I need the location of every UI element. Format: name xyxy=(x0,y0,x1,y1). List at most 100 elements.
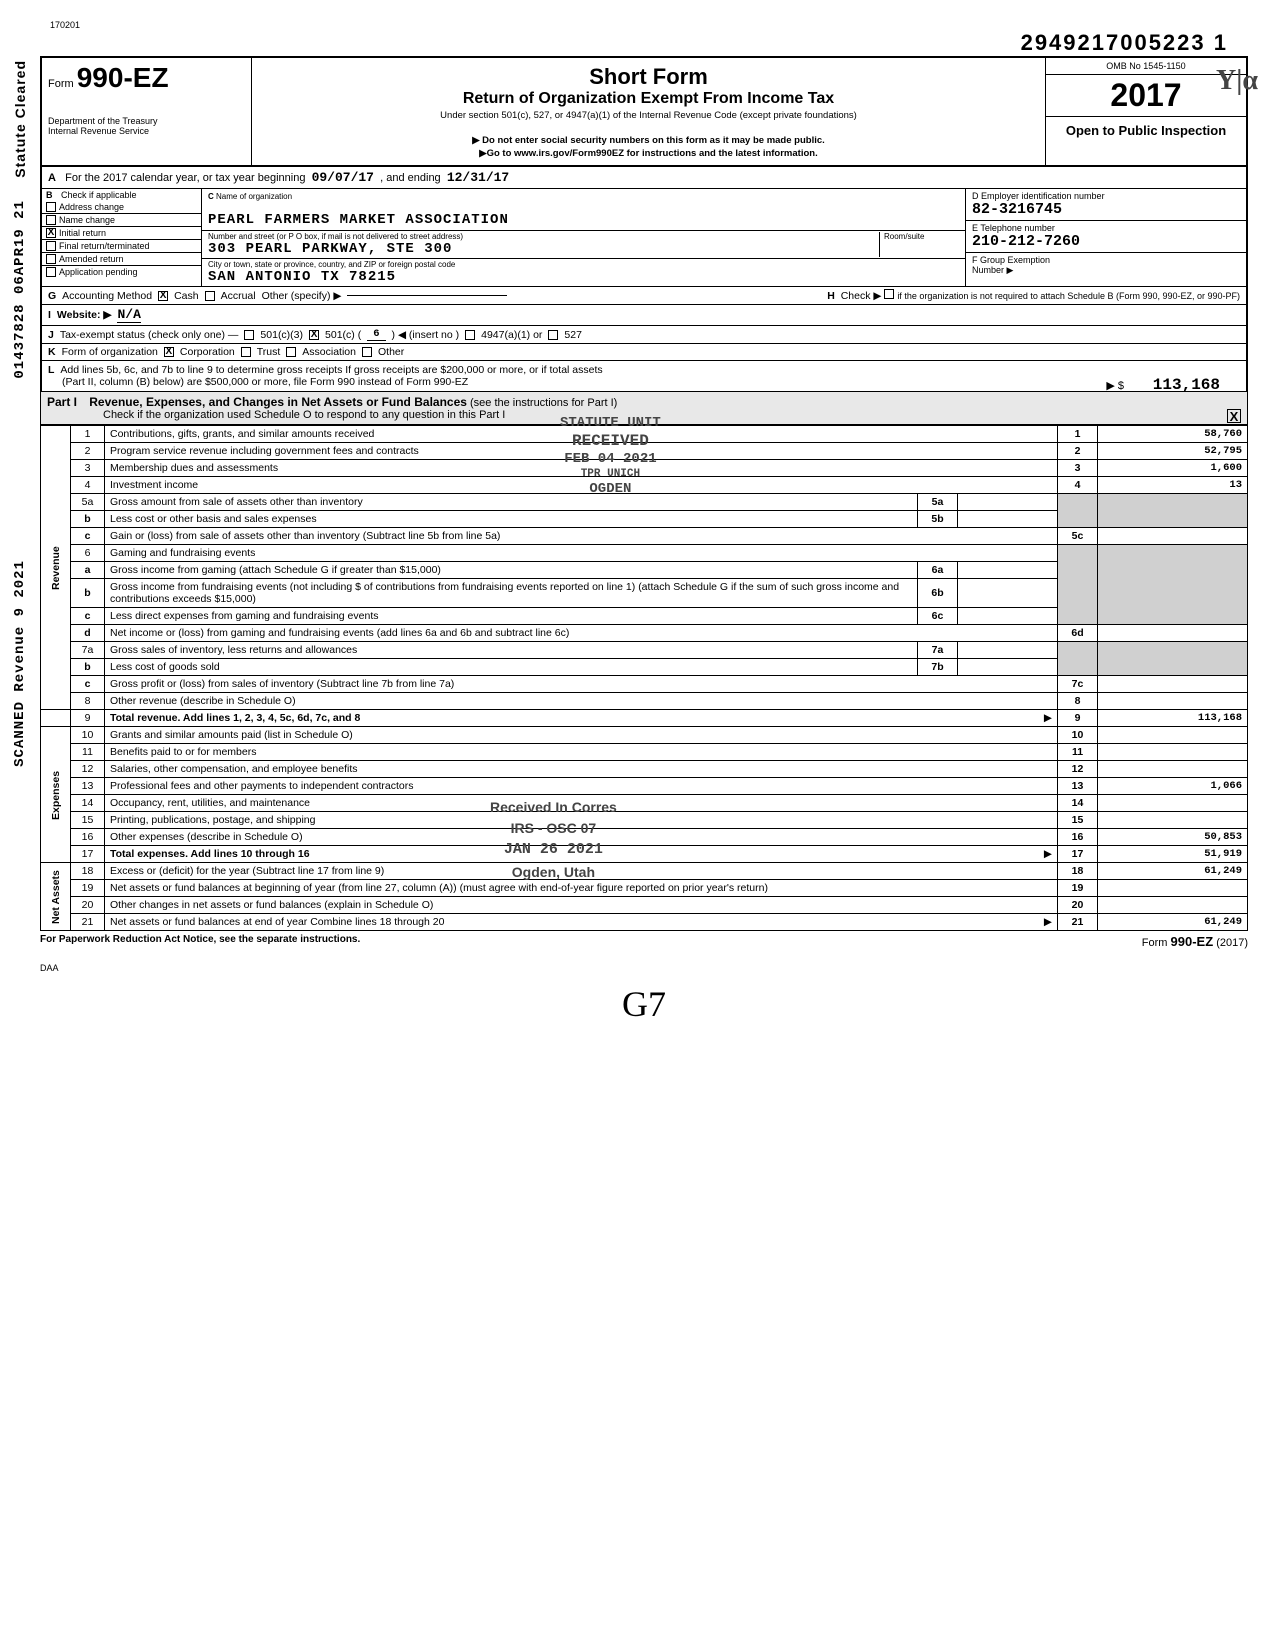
footer-daa: DAA xyxy=(40,963,1248,973)
ln19-num: 19 xyxy=(71,880,105,897)
phone-label: E Telephone number xyxy=(972,223,1240,233)
chk-schedule-o[interactable]: X xyxy=(1227,409,1241,423)
lbl-name-change: Name change xyxy=(59,215,115,225)
lbl-527: 527 xyxy=(564,329,582,341)
lbl-address-change: Address change xyxy=(59,202,124,212)
chk-501c[interactable]: X xyxy=(309,330,319,340)
ln6d-num: d xyxy=(71,625,105,642)
footer: For Paperwork Reduction Act Notice, see … xyxy=(40,934,1248,949)
tax-year-end: 12/31/17 xyxy=(447,170,509,185)
row-h-label: H xyxy=(827,290,835,302)
chk-527[interactable] xyxy=(548,330,558,340)
ln2-txt: Program service revenue including govern… xyxy=(105,443,1058,460)
part1-paren: (see the instructions for Part I) xyxy=(470,397,617,409)
row-g: G Accounting Method XCash Accrual Other … xyxy=(40,287,1248,305)
ln10-an: 10 xyxy=(1058,727,1098,744)
ln6a-mn: 6a xyxy=(918,562,958,579)
ln5c-txt: Gain or (loss) from sale of assets other… xyxy=(105,528,1058,545)
ln5c-an: 5c xyxy=(1058,528,1098,545)
lbl-501c3: 501(c)(3) xyxy=(260,329,303,341)
chk-final-return[interactable] xyxy=(46,241,56,251)
chk-trust[interactable] xyxy=(241,347,251,357)
ln14-num: 14 xyxy=(71,795,105,812)
ln21-txt: Net assets or fund balances at end of ye… xyxy=(110,916,444,928)
ln17-av: 51,919 xyxy=(1098,846,1248,863)
chk-address-change[interactable] xyxy=(46,202,56,212)
form-prefix: Form xyxy=(48,78,74,90)
row-h-text2: if the organization is not required to a… xyxy=(897,291,1240,301)
ln6-txt: Gaming and fundraising events xyxy=(105,545,1058,562)
ln17-an: 17 xyxy=(1058,846,1098,863)
part1-label: Part I xyxy=(47,395,77,409)
ein-label: D Employer identification number xyxy=(972,191,1240,201)
ln17-txt: Total expenses. Add lines 10 through 16 xyxy=(110,848,310,860)
ln6-num: 6 xyxy=(71,545,105,562)
ln9-arrow: ▶ xyxy=(1044,712,1052,724)
stamp-statute-cleared: Statute Cleared xyxy=(12,60,28,178)
chk-other-org[interactable] xyxy=(362,347,372,357)
ln3-av: 1,600 xyxy=(1098,460,1248,477)
part1-check-line: Check if the organization used Schedule … xyxy=(103,409,505,421)
ln11-txt: Benefits paid to or for members xyxy=(105,744,1058,761)
ln18-av: 61,249 xyxy=(1098,863,1248,880)
ln8-num: 8 xyxy=(71,693,105,710)
top-code: 170201 xyxy=(50,20,1248,30)
row-a-text: For the 2017 calendar year, or tax year … xyxy=(65,172,305,184)
part-1-header: Part I Revenue, Expenses, and Changes in… xyxy=(40,392,1248,425)
chk-schedule-b[interactable] xyxy=(884,289,894,299)
chk-501c3[interactable] xyxy=(244,330,254,340)
row-l: L Add lines 5b, 6c, and 7b to line 9 to … xyxy=(40,361,1248,392)
row-k-label: K xyxy=(48,346,56,358)
chk-amended[interactable] xyxy=(46,254,56,264)
ln7c-txt: Gross profit or (loss) from sales of inv… xyxy=(105,676,1058,693)
ln18-txt: Excess or (deficit) for the year (Subtra… xyxy=(105,863,1058,880)
row-l-text2: (Part II, column (B) below) are $500,000… xyxy=(62,376,468,388)
org-name: PEARL FARMERS MARKET ASSOCIATION xyxy=(208,212,959,228)
ln2-av: 52,795 xyxy=(1098,443,1248,460)
ln4-num: 4 xyxy=(71,477,105,494)
row-l-text1: Add lines 5b, 6c, and 7b to line 9 to de… xyxy=(60,364,602,376)
ln6c-txt: Less direct expenses from gaming and fun… xyxy=(105,608,918,625)
chk-corp[interactable]: X xyxy=(164,347,174,357)
ln14-txt: Occupancy, rent, utilities, and maintena… xyxy=(105,795,1058,812)
ln9-av: 113,168 xyxy=(1098,710,1248,727)
lbl-final-return: Final return/terminated xyxy=(59,241,150,251)
ln5b-txt: Less cost or other basis and sales expen… xyxy=(105,511,918,528)
ln1-txt: Contributions, gifts, grants, and simila… xyxy=(105,426,1058,443)
ln15-txt: Printing, publications, postage, and shi… xyxy=(105,812,1058,829)
chk-cash[interactable]: X xyxy=(158,291,168,301)
chk-app-pending[interactable] xyxy=(46,267,56,277)
ln4-txt: Investment income xyxy=(105,477,1058,494)
accounting-method-label: Accounting Method xyxy=(62,290,152,302)
chk-name-change[interactable] xyxy=(46,215,56,225)
col-c-label: C xyxy=(208,192,214,201)
chk-assoc[interactable] xyxy=(286,347,296,357)
lbl-501c-b: ) ◀ (insert no ) xyxy=(392,329,460,341)
lbl-other-method: Other (specify) ▶ xyxy=(262,290,342,302)
dept-irs: Internal Revenue Service xyxy=(48,126,245,136)
row-a-text-b: , and ending xyxy=(380,172,441,184)
ln1-av: 58,760 xyxy=(1098,426,1248,443)
chk-4947[interactable] xyxy=(465,330,475,340)
name-label: Name of organization xyxy=(216,192,292,201)
group-exempt-label: F Group Exemption xyxy=(972,255,1240,265)
gross-receipts: 113,168 xyxy=(1153,376,1220,394)
ln20-txt: Other changes in net assets or fund bala… xyxy=(105,897,1058,914)
ln12-txt: Salaries, other compensation, and employ… xyxy=(105,761,1058,778)
addr-label: Number and street (or P O box, if mail i… xyxy=(208,232,879,241)
ln5a-num: 5a xyxy=(71,494,105,511)
chk-initial-return[interactable]: X xyxy=(46,228,56,238)
chk-accrual[interactable] xyxy=(205,291,215,301)
lines-table: Revenue 1Contributions, gifts, grants, a… xyxy=(40,425,1248,931)
stamp-code-vert: 01437828 06APR19 21 xyxy=(12,200,28,379)
ln7a-mn: 7a xyxy=(918,642,958,659)
ln7c-an: 7c xyxy=(1058,676,1098,693)
lbl-app-pending: Application pending xyxy=(59,267,138,277)
ln19-an: 19 xyxy=(1058,880,1098,897)
ln5b-num: b xyxy=(71,511,105,528)
ln7b-num: b xyxy=(71,659,105,676)
ln17-num: 17 xyxy=(71,846,105,863)
lbl-trust: Trust xyxy=(257,346,281,358)
row-g-label: G xyxy=(48,290,56,302)
lbl-4947: 4947(a)(1) or xyxy=(481,329,542,341)
